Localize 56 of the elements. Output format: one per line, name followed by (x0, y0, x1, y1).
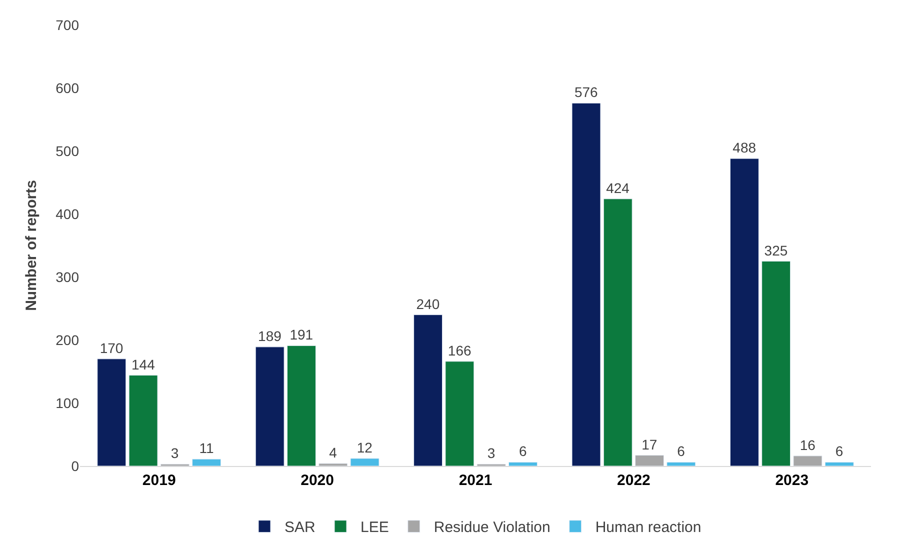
x-tick-label: 2022 (617, 472, 650, 489)
bar (286, 345, 316, 466)
data-label: 3 (170, 445, 179, 462)
data-label: 189 (258, 328, 282, 344)
data-label: 166 (448, 342, 472, 358)
bar (635, 455, 664, 466)
legend-label: Human reaction (595, 519, 702, 536)
x-tick-label: 2021 (458, 472, 492, 489)
bar (762, 261, 791, 466)
y-tick-label: 500 (56, 142, 80, 159)
legend-label: Residue Violation (434, 519, 550, 536)
y-tick-label: 400 (56, 206, 80, 222)
data-label: 16 (800, 436, 816, 453)
data-label: 144 (131, 356, 156, 372)
y-tick-label: 100 (56, 394, 80, 411)
data-label: 4 (329, 444, 338, 460)
data-label: 17 (642, 436, 658, 452)
y-tick-label: 200 (56, 332, 80, 348)
data-label: 6 (677, 443, 686, 460)
bar (445, 361, 474, 466)
bar (572, 102, 601, 466)
x-tick-label: 2019 (142, 472, 176, 489)
data-label: 576 (574, 84, 598, 100)
bar (824, 462, 854, 466)
legend-label: LEE (360, 519, 389, 536)
bar (730, 158, 759, 466)
bar (666, 462, 696, 466)
data-label: 424 (606, 180, 630, 196)
bar (318, 463, 348, 466)
y-tick-label: 300 (56, 268, 80, 285)
data-label: 6 (835, 443, 844, 460)
data-label: 6 (518, 443, 527, 460)
bar (508, 462, 538, 466)
bar (793, 456, 822, 466)
legend-label: SAR (284, 519, 316, 536)
x-tick-label: 2023 (775, 472, 809, 489)
data-label: 191 (290, 326, 314, 343)
bar (350, 458, 380, 466)
data-label: 3 (487, 445, 496, 462)
bar (192, 458, 222, 466)
y-tick-label: 700 (56, 16, 80, 33)
bar (97, 358, 126, 466)
data-label: 11 (199, 440, 214, 456)
bar (603, 198, 632, 466)
y-axis-title: Number of reports (22, 180, 40, 311)
data-label: 325 (764, 242, 788, 258)
data-label: 488 (732, 140, 756, 156)
data-label: 12 (356, 439, 373, 456)
x-tick-label: 2020 (300, 472, 334, 489)
data-label: 240 (416, 296, 440, 312)
data-label: 170 (100, 340, 124, 356)
bar (414, 314, 443, 466)
y-tick-label: 600 (56, 80, 80, 96)
bar (255, 346, 284, 466)
bar (128, 375, 158, 466)
y-tick-label: 0 (71, 458, 80, 474)
